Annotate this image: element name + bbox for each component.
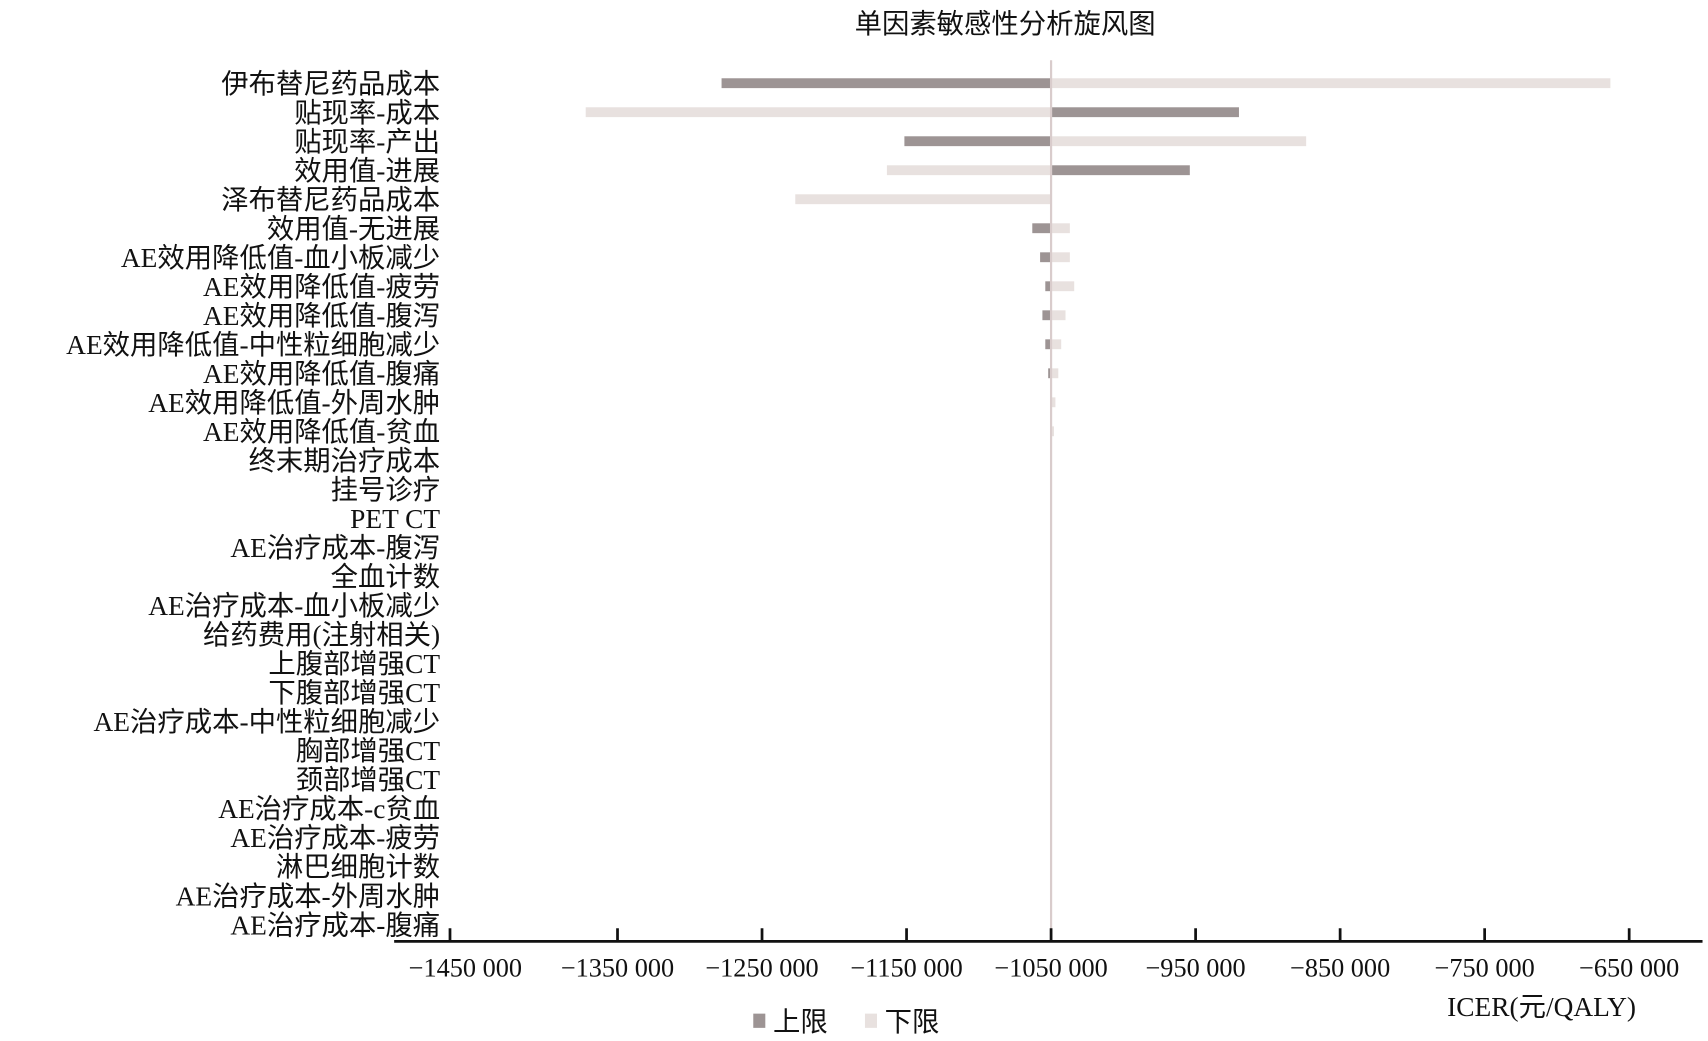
bar-lower [886, 165, 1052, 176]
category-label: PET CT [350, 504, 440, 534]
bar-lower [585, 107, 1052, 118]
category-label: 贴现率-产出 [294, 127, 440, 157]
x-tick-label: −1050 000 [994, 953, 1107, 982]
x-tick-label: −750 000 [1435, 953, 1535, 982]
category-label: 颈部增强CT [296, 765, 441, 795]
x-tick-label: −1150 000 [850, 953, 962, 982]
category-label: 挂号诊疗 [331, 475, 440, 505]
category-label: 上腹部增强CT [268, 649, 440, 679]
bar-lower [1051, 281, 1075, 292]
bar-lower [1051, 136, 1307, 147]
category-label: AE治疗成本-血小板减少 [148, 591, 440, 621]
category-label: AE效用降低值-血小板减少 [121, 243, 440, 273]
legend-label-lower: 下限 [885, 1007, 940, 1037]
bar-upper [1032, 223, 1052, 234]
category-label: 效用值-进展 [294, 156, 440, 186]
x-tick-label: −650 000 [1579, 953, 1679, 982]
category-label: 终末期治疗成本 [249, 446, 441, 476]
category-label: AE效用降低值-疲劳 [203, 272, 440, 302]
bar-upper [904, 136, 1052, 147]
bar-lower [1051, 310, 1066, 321]
bar-lower [1051, 426, 1054, 437]
bar-upper [1051, 165, 1190, 176]
category-label: 效用值-无进展 [267, 214, 440, 244]
category-label: AE治疗成本-腹泻 [230, 533, 440, 563]
category-label: 泽布替尼药品成本 [221, 185, 440, 215]
bar-upper [721, 78, 1052, 89]
bar-upper [1048, 368, 1052, 379]
category-label: AE效用降低值-腹泻 [203, 301, 440, 331]
category-label: 伊布替尼药品成本 [221, 69, 440, 99]
bar-lower [1051, 78, 1611, 89]
category-label: AE治疗成本-疲劳 [230, 823, 440, 853]
chart-title: 单因素敏感性分析旋风图 [855, 9, 1156, 39]
category-label: 全血计数 [331, 562, 440, 592]
bar-lower [1051, 223, 1070, 234]
legend: 上限 下限 [753, 1007, 939, 1037]
category-label: 给药费用(注射相关) [203, 620, 440, 650]
bar-lower [1051, 397, 1056, 408]
bar-upper [1045, 281, 1052, 292]
bar-lower [795, 194, 1052, 205]
bar-lower [1051, 368, 1059, 379]
x-tick-label: −950 000 [1146, 953, 1246, 982]
x-axis-label: ICER(元/QALY) [1447, 992, 1636, 1022]
bar-upper [1040, 252, 1052, 263]
category-label: AE效用降低值-中性粒细胞减少 [66, 330, 440, 360]
legend-swatch-lower [864, 1013, 877, 1028]
category-label: AE治疗成本-c贫血 [218, 794, 440, 824]
bar-upper [1045, 339, 1052, 350]
category-label: 淋巴细胞计数 [276, 852, 440, 882]
category-label: 贴现率-成本 [294, 98, 440, 128]
bar-lower [1051, 252, 1070, 263]
category-label: AE效用降低值-外周水肿 [148, 388, 440, 418]
bar-upper [1042, 310, 1052, 321]
x-tick-label: −850 000 [1290, 953, 1390, 982]
x-tick-label: −1450 000 [409, 953, 522, 982]
bar-lower [1051, 339, 1062, 350]
x-tick-label: −1250 000 [705, 953, 818, 982]
x-tick-label: −1350 000 [561, 953, 674, 982]
bar-upper [1051, 107, 1239, 118]
category-label: AE治疗成本-中性粒细胞减少 [94, 707, 441, 737]
legend-swatch-upper [753, 1013, 766, 1028]
category-label: 胸部增强CT [296, 736, 441, 766]
legend-label-upper: 上限 [773, 1007, 828, 1037]
category-label: AE效用降低值-腹痛 [203, 359, 440, 389]
category-label: AE治疗成本-腹痛 [230, 910, 440, 940]
category-label: 下腹部增强CT [268, 678, 440, 708]
category-label: AE治疗成本-外周水肿 [176, 881, 440, 911]
category-label: AE效用降低值-贫血 [203, 417, 440, 447]
